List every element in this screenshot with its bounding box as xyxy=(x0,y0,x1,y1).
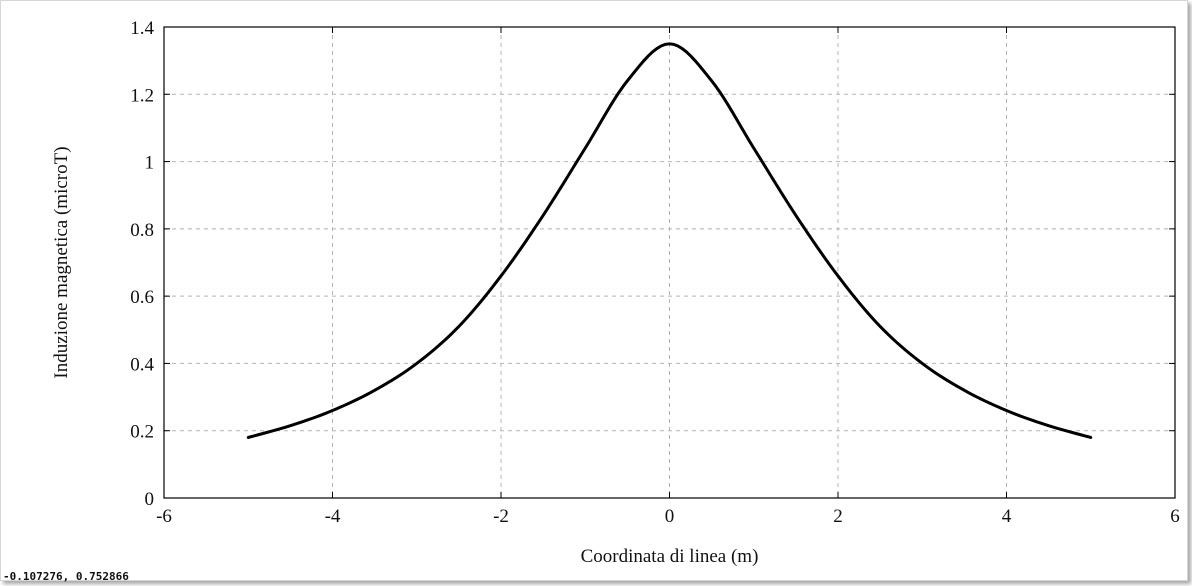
x-tick-label: -2 xyxy=(493,506,509,527)
y-tick-label: 1.4 xyxy=(130,18,154,39)
y-tick-label: 0.6 xyxy=(130,287,154,308)
y-tick-label: 1.2 xyxy=(130,85,154,106)
x-axis-title: Coordinata di linea (m) xyxy=(581,546,759,567)
y-tick-label: 0.2 xyxy=(130,422,154,443)
grid xyxy=(164,27,1175,498)
y-tick-label: 0.8 xyxy=(130,220,154,241)
series-line xyxy=(246,42,1093,439)
x-tick-label: 6 xyxy=(1170,506,1180,527)
y-axis-title: Induzione magnetica (microT) xyxy=(51,146,72,378)
y-tick-label: 1 xyxy=(145,153,155,174)
x-tick-label: 0 xyxy=(665,506,675,527)
x-tick-label: -4 xyxy=(325,506,341,527)
x-tick-label: 4 xyxy=(1002,506,1012,527)
coordinate-readout: -0.107276, 0.752866 xyxy=(3,570,129,583)
x-ticks: -6 -4 -2 0 2 4 6 xyxy=(156,27,1180,527)
x-tick-label: -6 xyxy=(156,506,172,527)
y-ticks: 0 0.2 0.4 0.6 0.8 1 1.2 1.4 xyxy=(130,18,1175,510)
x-tick-label: 2 xyxy=(833,506,843,527)
y-tick-label: 0.4 xyxy=(130,354,154,375)
y-tick-label: 0 xyxy=(145,489,155,510)
